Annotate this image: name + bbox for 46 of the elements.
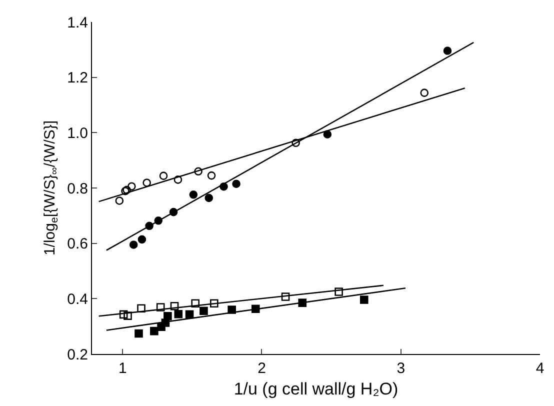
point xyxy=(134,329,143,338)
y-tick-label: 0.8 xyxy=(67,180,88,198)
point xyxy=(189,190,198,199)
point xyxy=(200,306,208,315)
point xyxy=(138,235,146,244)
point xyxy=(298,298,307,307)
y-tick-label: 0.6 xyxy=(67,236,88,253)
point xyxy=(292,138,300,148)
point xyxy=(174,310,183,318)
point xyxy=(159,172,168,180)
x-axis-title: 1/u (g cell wall/g H₂O) xyxy=(234,379,398,398)
point xyxy=(129,240,138,249)
y-tick-label: 1.0 xyxy=(67,124,88,142)
y-tick-label: 0.2 xyxy=(67,346,88,364)
point xyxy=(281,292,290,301)
y-tick-label: 1.2 xyxy=(67,70,88,87)
point xyxy=(170,302,179,310)
point xyxy=(443,46,452,55)
point xyxy=(174,176,182,184)
point xyxy=(156,303,165,312)
point xyxy=(207,171,216,180)
point xyxy=(228,306,236,314)
point xyxy=(360,296,368,304)
point xyxy=(164,312,172,320)
x-tick-label: 2 xyxy=(258,360,266,377)
y-tick-label: 0.4 xyxy=(67,290,88,308)
point xyxy=(210,299,218,308)
point xyxy=(204,194,214,202)
point xyxy=(334,288,343,296)
y-tick-label: 1.4 xyxy=(67,14,88,32)
point xyxy=(191,299,200,308)
point xyxy=(115,196,124,205)
point xyxy=(124,312,132,320)
point xyxy=(194,167,202,176)
point xyxy=(420,88,429,97)
point xyxy=(119,310,128,319)
x-tick-label: 1 xyxy=(118,360,127,377)
point xyxy=(137,304,146,312)
point xyxy=(142,178,151,187)
point xyxy=(128,182,136,190)
x-tick-label: 4 xyxy=(536,360,544,377)
x-tick-label: 3 xyxy=(396,360,406,377)
point xyxy=(251,304,260,314)
point xyxy=(323,130,332,138)
point xyxy=(232,180,240,188)
point xyxy=(150,326,158,336)
